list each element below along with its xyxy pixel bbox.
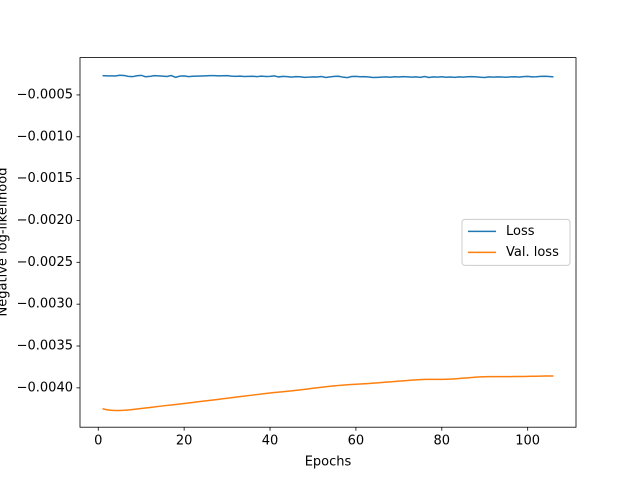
x-axis-label: Epochs <box>305 455 352 470</box>
x-tick-label: 40 <box>262 434 279 449</box>
legend-label: Loss <box>506 224 535 239</box>
y-tick-label: −0.0040 <box>17 380 73 395</box>
y-tick-label: −0.0010 <box>17 129 73 144</box>
x-tick-label: 80 <box>434 434 451 449</box>
legend-label: Val. loss <box>506 245 559 260</box>
x-tick-label: 20 <box>176 434 193 449</box>
x-tick-label: 60 <box>348 434 365 449</box>
y-tick-label: −0.0025 <box>17 255 73 270</box>
x-tick-label: 100 <box>515 434 540 449</box>
y-tick-label: −0.0030 <box>17 297 73 312</box>
line <box>102 74 554 79</box>
x-tick-label: 0 <box>94 434 102 449</box>
line <box>102 375 554 412</box>
y-axis-label: Negative log-likelihood <box>0 168 11 317</box>
y-tick-label: −0.0005 <box>17 87 73 102</box>
y-tick-label: −0.0035 <box>17 339 73 354</box>
axes-frame <box>79 57 577 428</box>
y-tick-label: −0.0020 <box>17 213 73 228</box>
y-tick-label: −0.0015 <box>17 171 73 186</box>
